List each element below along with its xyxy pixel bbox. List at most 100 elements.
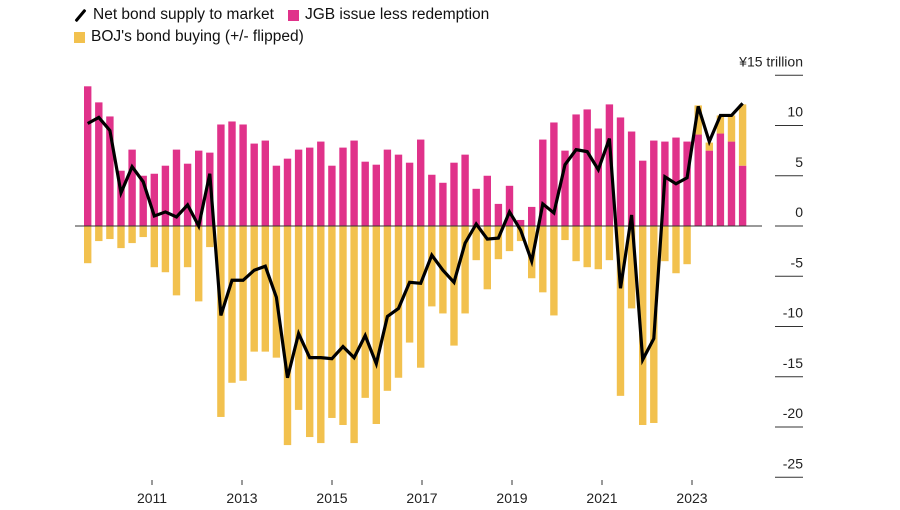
jgb-bar: [394, 154, 403, 226]
boj-bar: [528, 226, 536, 279]
boj-bar: [716, 115, 725, 134]
boj-bar: [450, 226, 458, 346]
legend-row-1: Net bond supply to market JGB issue less…: [74, 4, 503, 26]
boj-bar: [150, 226, 158, 268]
legend-row-2: BOJ's bond buying (+/- flipped): [74, 26, 503, 48]
jgb-bar: [417, 139, 425, 226]
boj-bar: [239, 226, 247, 381]
x-tick-label: 2013: [226, 490, 257, 506]
jgb-bar: [339, 147, 347, 226]
jgb-bar: [261, 140, 269, 226]
jgb-bar: [228, 121, 236, 226]
legend-label-net-supply: Net bond supply to market: [93, 6, 274, 23]
boj-bar: [372, 226, 380, 424]
jgb-bar: [217, 124, 225, 226]
jgb-bar: [317, 141, 325, 226]
legend-item-net-supply: Net bond supply to market: [74, 4, 274, 26]
jgb-bar: [106, 116, 114, 226]
jgb-bar: [483, 175, 491, 226]
jgb-bar: [195, 150, 203, 227]
boj-bar: [472, 226, 480, 261]
jgb-swatch-icon: [287, 9, 299, 21]
jgb-bar: [139, 175, 147, 226]
boj-bar: [694, 105, 702, 135]
jgb-bar: [572, 114, 580, 226]
net-supply-points: [87, 103, 743, 378]
boj-bar: [161, 226, 170, 273]
y-tick-label: -25: [783, 455, 803, 471]
jgb-bar: [128, 149, 136, 226]
jgb-bar: [239, 124, 247, 226]
boj-swatch-icon: [74, 31, 85, 43]
boj-bar: [106, 226, 114, 240]
jgb-bar: [461, 154, 469, 226]
boj-bar: [183, 226, 192, 268]
jgb-bar: [383, 149, 392, 226]
bars: [84, 86, 747, 227]
boj-bar: [328, 226, 336, 418]
x-tick-label: 2015: [316, 490, 347, 506]
boj-bar: [339, 226, 347, 425]
boj-bar: [272, 226, 281, 358]
jgb-bar: [639, 160, 647, 226]
y-tick-label: -20: [783, 405, 803, 421]
jgb-bar: [528, 206, 536, 226]
boj-bar: [594, 226, 602, 270]
jgb-bar: [328, 165, 336, 226]
jgb-bar: [472, 188, 480, 226]
boj-bar: [117, 226, 125, 249]
jgb-bar: [306, 147, 314, 226]
boj-bar: [250, 226, 258, 352]
jgb-bar: [439, 182, 447, 226]
boj-bar: [383, 226, 392, 391]
legend: Net bond supply to market JGB issue less…: [74, 4, 503, 48]
boj-bar: [583, 226, 591, 268]
jgb-bar: [727, 141, 736, 226]
jgb-bar: [616, 117, 625, 226]
y-tick-label: ¥15 trillion: [738, 53, 803, 69]
boj-bar: [727, 115, 736, 142]
y-tick-label: -15: [783, 355, 803, 371]
jgb-bar: [117, 170, 125, 226]
jgb-bar: [450, 162, 458, 226]
boj-bar: [616, 226, 625, 396]
boj-bar: [228, 226, 236, 383]
boj-bar: [494, 226, 503, 260]
jgb-bar: [605, 104, 614, 226]
jgb-bar: [650, 140, 658, 226]
jgb-bar: [350, 140, 358, 226]
boj-bar: [572, 226, 580, 262]
boj-bar: [561, 226, 569, 241]
y-axis: ¥15 trillion 10 5 0 -5 -10 -15 -20 -25: [738, 53, 804, 478]
jgb-bar: [95, 102, 103, 226]
boj-bar: [95, 226, 103, 242]
jgb-bar: [694, 134, 702, 226]
jgb-bar: [705, 150, 713, 227]
boj-bar: [550, 226, 558, 316]
boj-bar: [294, 226, 303, 410]
boj-bar: [661, 226, 669, 262]
x-tick-label: 2023: [676, 490, 707, 506]
boj-bar: [261, 226, 269, 352]
x-tick-label: 2019: [496, 490, 527, 506]
boj-bar: [84, 226, 92, 264]
y-tick-label: -5: [791, 254, 804, 270]
y-tick-label: 0: [795, 204, 803, 220]
boj-bar: [672, 226, 680, 274]
boj-bar: [539, 226, 547, 293]
jgb-bar: [294, 149, 303, 226]
jgb-bar: [84, 86, 92, 226]
boj-bar: [361, 226, 369, 398]
y-tick-label: 10: [787, 104, 803, 120]
x-tick-label: 2021: [586, 490, 617, 506]
boj-bar: [350, 226, 358, 444]
jgb-bar: [361, 161, 369, 226]
jgb-bar: [539, 139, 547, 226]
jgb-bar: [594, 128, 602, 226]
boj-bar: [306, 226, 314, 438]
legend-label-boj: BOJ's bond buying (+/- flipped): [91, 28, 304, 45]
jgb-bar: [272, 165, 281, 226]
jgb-bar: [561, 150, 569, 227]
legend-label-jgb: JGB issue less redemption: [304, 6, 490, 23]
jgb-bar: [372, 164, 380, 226]
